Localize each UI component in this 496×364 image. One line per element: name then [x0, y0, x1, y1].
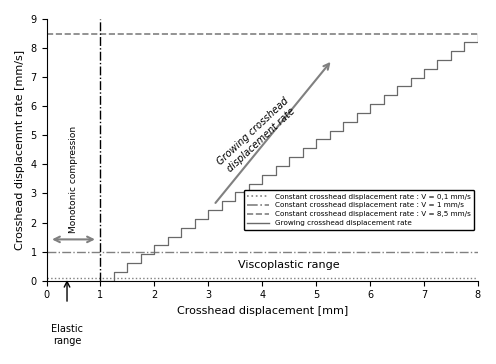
Y-axis label: Crosshead displacemnt rate [mm/s]: Crosshead displacemnt rate [mm/s]: [15, 50, 25, 250]
Text: Elastic
range: Elastic range: [51, 324, 83, 346]
Legend: Constant crosshead displacement rate : V = 0,1 mm/s, Constant crosshead displace: Constant crosshead displacement rate : V…: [244, 190, 474, 230]
Text: Viscoplastic range: Viscoplastic range: [239, 260, 340, 270]
X-axis label: Crosshead displacement [mm]: Crosshead displacement [mm]: [177, 306, 348, 316]
Text: Growing crosshead
displacement rate: Growing crosshead displacement rate: [215, 95, 299, 175]
Text: Monotonic compression: Monotonic compression: [69, 126, 78, 233]
